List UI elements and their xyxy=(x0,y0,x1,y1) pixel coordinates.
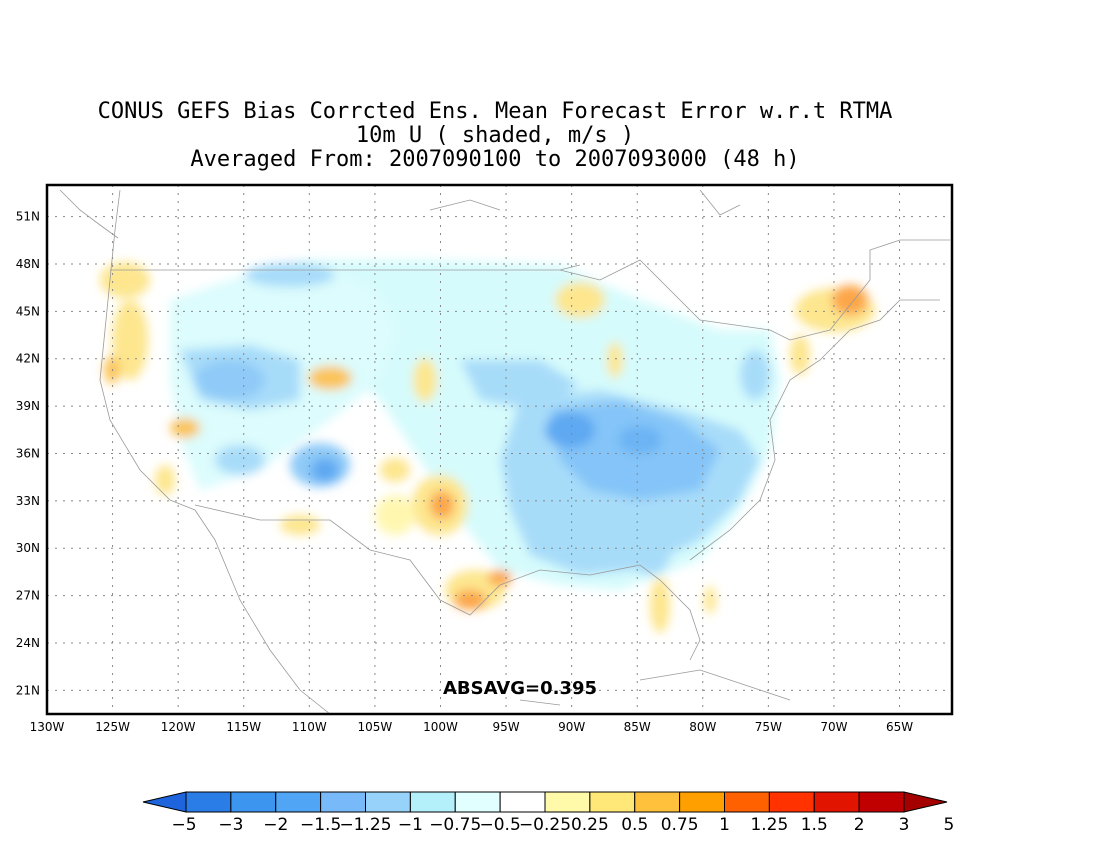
error-field xyxy=(100,260,875,633)
y-tick-label: 51N xyxy=(16,210,40,224)
title-line-3: Averaged From: 2007090100 to 2007093000 … xyxy=(190,147,800,172)
colorbar-swatch xyxy=(320,791,366,813)
colorbar-swatch xyxy=(813,791,860,813)
colorbar-label: −1.25 xyxy=(339,815,391,835)
colorbar-label: −2 xyxy=(263,815,288,835)
colorbar-label: −1.5 xyxy=(300,815,341,835)
colorbar-swatch xyxy=(634,791,681,813)
colorbar-label: 0.25 xyxy=(571,815,609,835)
x-tick-label: 85W xyxy=(624,720,651,734)
x-tick-label: 70W xyxy=(820,720,847,734)
colorbar-swatch xyxy=(544,791,591,813)
x-tick-label: 120W xyxy=(161,720,196,734)
title-line-1: CONUS GEFS Bias Corrcted Ens. Mean Forec… xyxy=(97,99,893,124)
colorbar-swatch xyxy=(768,791,815,813)
colorbar-labels: −5 −3 −2 −1.5−1.25 −1 −0.75−0.5−0.25 0.25 0.5 0.… xyxy=(171,815,954,835)
colorbar-swatch xyxy=(724,791,770,813)
plot-title: CONUS GEFS Bias Corrcted Ens. Mean Forec… xyxy=(0,100,990,172)
colorbar-label: −0.75 xyxy=(429,815,481,835)
y-tick-label: 45N xyxy=(16,304,40,318)
absavg-label: ABSAVG=0.395 xyxy=(443,678,597,699)
colorbar-swatch xyxy=(589,791,636,813)
colorbar-right-arrow xyxy=(903,791,948,813)
colorbar-label: −5 xyxy=(171,815,196,835)
colorbar-label: 1 xyxy=(719,815,730,835)
x-tick-label: 125W xyxy=(95,720,130,734)
x-axis-labels: 130W 125W 120W 115W 110W 105W 100W 95W 90W 85W 80W… xyxy=(30,720,914,734)
colorbar-swatch xyxy=(679,791,725,813)
x-tick-label: 80W xyxy=(689,720,716,734)
colorbar-label: −0.25 xyxy=(519,815,571,835)
y-tick-label: 33N xyxy=(16,494,40,508)
colorbar xyxy=(142,791,948,813)
x-tick-label: 90W xyxy=(558,720,585,734)
colorbar-swatch xyxy=(409,791,456,813)
plot-frame xyxy=(45,183,954,716)
y-tick-label: 30N xyxy=(16,541,40,555)
x-tick-label: 75W xyxy=(755,720,782,734)
colorbar-label: 0.5 xyxy=(621,815,648,835)
colorbar-swatch xyxy=(499,791,546,813)
y-tick-label: 27N xyxy=(16,589,40,603)
colorbar-label: 1.5 xyxy=(801,815,828,835)
colorbar-swatch xyxy=(454,791,501,813)
x-tick-label: 105W xyxy=(358,720,393,734)
x-tick-label: 100W xyxy=(423,720,458,734)
colorbar-swatch xyxy=(858,791,905,813)
colorbar-label: 5 xyxy=(943,815,954,835)
title-line-2: 10m U ( shaded, m/s ) xyxy=(355,123,635,148)
colorbar-swatch xyxy=(275,791,322,813)
y-tick-label: 36N xyxy=(16,446,40,460)
colorbar-label: −0.5 xyxy=(479,815,520,835)
y-tick-label: 24N xyxy=(16,636,40,650)
colorbar-label: 0.75 xyxy=(661,815,699,835)
colorbar-label: 2 xyxy=(854,815,865,835)
colorbar-swatch xyxy=(365,791,411,813)
colorbar-swatch xyxy=(230,791,277,813)
colorbar-swatch xyxy=(185,791,232,813)
colorbar-left-arrow xyxy=(142,791,187,813)
colorbar-label: 1.25 xyxy=(750,815,788,835)
x-tick-label: 115W xyxy=(226,720,261,734)
y-tick-label: 39N xyxy=(16,399,40,413)
x-tick-label: 130W xyxy=(30,720,65,734)
y-tick-label: 21N xyxy=(16,683,40,697)
y-tick-label: 48N xyxy=(16,257,40,271)
x-tick-label: 95W xyxy=(492,720,519,734)
y-axis-labels: 51N 48N 45N 42N 39N 36N 33N 30N 27N 24N 21N xyxy=(16,210,40,698)
coastlines xyxy=(59,189,950,714)
colorbar-label: 3 xyxy=(899,815,910,835)
x-tick-label: 65W xyxy=(886,720,913,734)
colorbar-label: −1 xyxy=(398,815,423,835)
y-tick-label: 42N xyxy=(16,352,40,366)
x-tick-label: 110W xyxy=(292,720,327,734)
graticule xyxy=(47,185,952,714)
colorbar-label: −3 xyxy=(218,815,243,835)
